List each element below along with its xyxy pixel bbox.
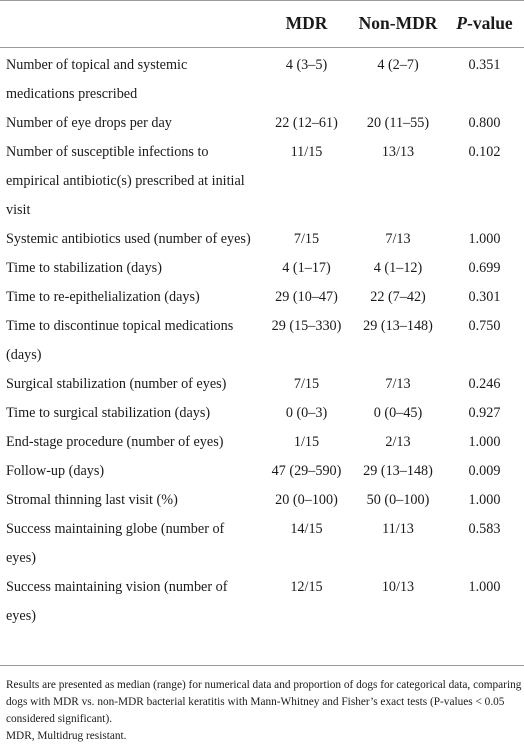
table-row: Time to re-epithelialization (days) 29 (1… — [0, 283, 524, 312]
row-label: Surgical stabilization (number of eyes) — [6, 376, 227, 392]
header-p-letter: P — [456, 13, 467, 33]
p-value: 0.927 — [468, 405, 501, 421]
row-label: Time to discontinue topical medications … — [6, 318, 234, 363]
row-label: Follow-up (days) — [6, 463, 105, 479]
table-row: Stromal thinning last visit (%) 20 (0–100… — [0, 486, 524, 515]
header-mdr: MDR — [285, 13, 328, 33]
mdr-value: 29 (10–47) — [275, 289, 338, 305]
p-value: 0.351 — [468, 57, 501, 73]
mdr-value: 4 (3–5) — [285, 57, 328, 73]
bottom-rule — [0, 665, 524, 666]
non-mdr-value: 4 (2–7) — [377, 57, 419, 73]
table-row: Success maintaining vision (number of ey… — [0, 573, 524, 631]
row-label: Number of topical and systemic medicatio… — [6, 57, 188, 102]
table-row: End-stage procedure (number of eyes) 1/15… — [0, 428, 524, 457]
p-value: 0.246 — [468, 376, 501, 392]
footnote-abbreviation: MDR, Multidrug resistant. — [6, 730, 127, 742]
non-mdr-value: 29 (13–148) — [363, 463, 433, 479]
table-body: Number of topical and systemic medicatio… — [0, 47, 524, 631]
mdr-value: 20 (0–100) — [275, 492, 338, 508]
table-footnote: Results are presented as median (range) … — [6, 677, 522, 745]
table-row: Time to surgical stabilization (days) 0 (… — [0, 399, 524, 428]
p-value: 1.000 — [468, 231, 501, 247]
row-label: End-stage procedure (number of eyes) — [6, 434, 224, 450]
non-mdr-value: 20 (11–55) — [366, 115, 430, 131]
mdr-value: 0 (0–3) — [285, 405, 328, 421]
header-rule — [0, 47, 524, 48]
header-non-mdr: Non-MDR — [358, 13, 438, 33]
row-label: Systemic antibiotics used (number of eye… — [6, 231, 251, 247]
mdr-value: 7/15 — [293, 231, 320, 247]
p-value: 0.750 — [468, 318, 501, 334]
row-label: Time to surgical stabilization (days) — [6, 405, 211, 421]
mdr-value: 14/15 — [290, 521, 323, 537]
row-label: Success maintaining vision (number of ey… — [6, 579, 228, 624]
row-label: Number of eye drops per day — [6, 115, 172, 131]
mdr-value: 22 (12–61) — [275, 115, 338, 131]
table-row: Systemic antibiotics used (number of eye… — [0, 225, 524, 254]
mdr-value: 12/15 — [290, 579, 323, 595]
footnote-text: Results are presented as median (range) … — [6, 679, 522, 725]
non-mdr-value: 7/13 — [385, 376, 411, 392]
non-mdr-value: 50 (0–100) — [366, 492, 430, 508]
mdr-value: 4 (1–17) — [282, 260, 331, 276]
table-row: Number of topical and systemic medicatio… — [0, 47, 524, 109]
row-label: Time to stabilization (days) — [6, 260, 162, 276]
table-row: Follow-up (days) 47 (29–590) 29 (13–148) 0.… — [0, 457, 524, 486]
non-mdr-value: 2/13 — [385, 434, 411, 450]
results-table: MDR Non-MDR P-value Number of topical an… — [0, 0, 524, 631]
non-mdr-value: 22 (7–42) — [370, 289, 426, 305]
p-value: 1.000 — [468, 434, 501, 450]
p-value: 0.699 — [468, 260, 501, 276]
mdr-value: 7/15 — [293, 376, 320, 392]
p-value: 0.009 — [468, 463, 501, 479]
p-value: 0.102 — [468, 144, 501, 160]
table-row: Number of susceptible infections to empi… — [0, 138, 524, 225]
header-p-value: P-value — [445, 0, 524, 47]
non-mdr-value: 29 (13–148) — [363, 318, 433, 334]
top-rule — [0, 0, 524, 1]
row-label: Success maintaining globe (number of eye… — [6, 521, 225, 566]
p-value: 0.301 — [468, 289, 501, 305]
mdr-value: 1/15 — [293, 434, 320, 450]
row-label: Stromal thinning last visit (%) — [6, 492, 178, 508]
non-mdr-value: 13/13 — [381, 144, 415, 160]
non-mdr-value: 11/13 — [382, 521, 414, 537]
table-row: Success maintaining globe (number of eye… — [0, 515, 524, 573]
table-row: Surgical stabilization (number of eyes) 7… — [0, 370, 524, 399]
header-label-column — [0, 0, 262, 47]
row-label: Time to re-epithelialization (days) — [6, 289, 200, 305]
table-row: Time to stabilization (days) 4 (1–17) 4 (1… — [0, 254, 524, 283]
non-mdr-value: 7/13 — [385, 231, 411, 247]
row-label: Number of susceptible infections to empi… — [6, 144, 245, 218]
p-value: 0.800 — [468, 115, 501, 131]
table-row: Number of eye drops per day 22 (12–61) 20 … — [0, 109, 524, 138]
p-value: 1.000 — [468, 492, 501, 508]
header-row: MDR Non-MDR P-value — [0, 0, 524, 47]
table-row: Time to discontinue topical medications … — [0, 312, 524, 370]
mdr-value: 47 (29–590) — [271, 463, 342, 479]
p-value: 1.000 — [468, 579, 501, 595]
p-value: 0.583 — [468, 521, 501, 537]
non-mdr-value: 0 (0–45) — [373, 405, 423, 421]
header-p-suffix: -value — [467, 13, 513, 33]
non-mdr-value: 10/13 — [381, 579, 415, 595]
non-mdr-value: 4 (1–12) — [373, 260, 423, 276]
mdr-value: 29 (15–330) — [271, 318, 342, 334]
mdr-value: 11/15 — [290, 144, 323, 160]
